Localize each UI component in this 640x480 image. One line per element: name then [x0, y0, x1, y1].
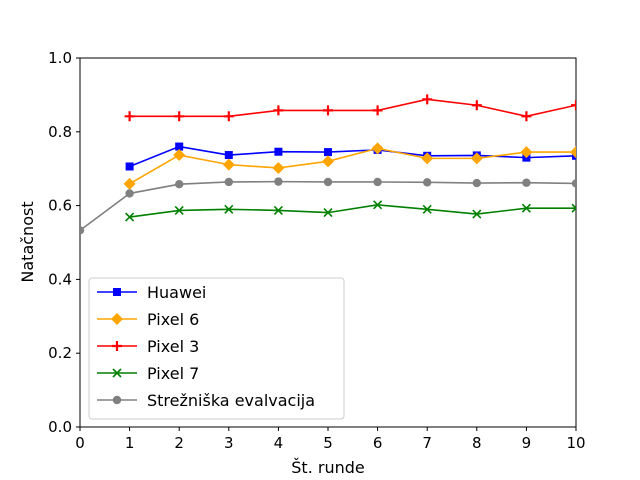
- legend-item: Pixel 6: [97, 310, 199, 329]
- data-point-stre-ni-ka-evalvacija: [125, 189, 134, 198]
- data-point-pixel-7: [422, 204, 432, 214]
- data-point-pixel-6: [520, 146, 533, 159]
- data-point-pixel-3: [323, 105, 333, 116]
- data-point-stre-ni-ka-evalvacija: [522, 178, 531, 187]
- x-tick-label: 7: [422, 434, 432, 452]
- data-point-pixel-6: [272, 161, 285, 174]
- x-tick-label: 6: [373, 434, 383, 452]
- series-line-pixel-6: [129, 147, 576, 185]
- data-point-stre-ni-ka-evalvacija: [224, 177, 233, 187]
- data-point-pixel-6: [421, 152, 434, 165]
- data-point-pixel-3: [372, 105, 383, 116]
- y-tick-label: 1.0: [48, 49, 72, 67]
- series-line-stre-ni-ka-evalvacija: [80, 180, 576, 231]
- legend-item: Strežniška evalvacija: [97, 391, 315, 410]
- data-point-pixel-3: [273, 105, 284, 116]
- data-point-pixel-7: [174, 205, 184, 215]
- legend-item: Pixel 3: [97, 337, 199, 356]
- legend-item: Huawei: [97, 283, 206, 302]
- data-point-stre-ni-ka-evalvacija: [80, 226, 85, 235]
- legend-box: [88, 277, 345, 420]
- data-point-pixel-6: [371, 142, 384, 155]
- data-point-pixel-7: [224, 204, 234, 214]
- x-tick-label: 10: [566, 434, 585, 452]
- series-markers: [80, 94, 576, 235]
- data-point-huawei: [274, 147, 283, 156]
- legend-swatch-marker: [112, 341, 122, 351]
- y-tick-label: 0.8: [48, 123, 72, 141]
- legend-label: Huawei: [147, 283, 206, 302]
- data-point-pixel-7: [521, 203, 531, 213]
- legend-label: Pixel 3: [147, 337, 199, 356]
- y-tick-label: 0.4: [48, 270, 72, 288]
- legend-swatch-marker: [113, 288, 121, 296]
- data-point-pixel-6: [123, 177, 136, 190]
- x-tick-label: 1: [125, 434, 135, 452]
- series-line-pixel-3: [129, 98, 576, 118]
- legend-swatch-marker: [111, 313, 123, 325]
- series-line-pixel-7: [129, 204, 576, 218]
- data-point-huawei: [324, 148, 332, 157]
- legend-label: Pixel 6: [147, 310, 199, 329]
- legend-label: Pixel 7: [147, 364, 199, 383]
- data-point-pixel-7: [373, 200, 383, 210]
- x-axis: 0 1 2 3 4 5 6 7 8 9 10: [75, 427, 586, 452]
- data-point-pixel-6: [322, 155, 334, 168]
- data-point-pixel-6: [570, 146, 576, 159]
- data-point-stre-ni-ka-evalvacija: [175, 179, 184, 189]
- series-line-huawei: [129, 145, 576, 168]
- data-point-pixel-3: [422, 94, 433, 105]
- data-point-stre-ni-ka-evalvacija: [423, 178, 432, 187]
- y-axis: 0.0 0.2 0.4 0.6 0.8 1.0: [48, 49, 80, 436]
- y-tick-label: 0.0: [48, 418, 72, 436]
- data-point-stre-ni-ka-evalvacija: [274, 177, 283, 186]
- data-point-huawei: [224, 151, 233, 160]
- x-tick-label: 0: [75, 434, 85, 452]
- data-point-pixel-7: [472, 209, 482, 219]
- x-tick-label: 4: [274, 434, 284, 452]
- data-point-pixel-3: [174, 111, 185, 122]
- x-tick-label: 5: [323, 434, 333, 452]
- x-axis-label: Št. runde: [291, 458, 364, 477]
- x-tick-label: 3: [224, 434, 234, 452]
- data-point-pixel-7: [323, 208, 333, 218]
- legend-swatch-marker: [112, 395, 122, 405]
- data-point-stre-ni-ka-evalvacija: [373, 177, 382, 187]
- y-axis-label: Natačnost: [18, 201, 37, 282]
- data-point-stre-ni-ka-evalvacija: [472, 178, 481, 188]
- data-point-huawei: [175, 142, 184, 151]
- legend-label: Strežniška evalvacija: [147, 391, 315, 410]
- series-lines: [80, 98, 576, 231]
- data-point-pixel-6: [222, 158, 235, 171]
- data-point-pixel-6: [173, 149, 186, 162]
- data-point-pixel-3: [223, 111, 234, 122]
- data-point-stre-ni-ka-evalvacija: [323, 177, 333, 187]
- data-point-pixel-7: [125, 212, 135, 222]
- data-point-pixel-3: [521, 111, 532, 122]
- legend-item: Pixel 7: [97, 364, 199, 383]
- data-point-pixel-3: [471, 100, 482, 111]
- x-tick-label: 8: [472, 434, 482, 452]
- x-tick-label: 2: [174, 434, 184, 452]
- y-tick-label: 0.2: [48, 344, 72, 362]
- data-point-pixel-7: [571, 203, 576, 213]
- legend-swatch-marker: [112, 368, 122, 378]
- data-point-huawei: [125, 162, 134, 171]
- legend: Huawei Pixel 6 Pixel 3 Pixel 7 Strežniška ev…: [88, 277, 345, 420]
- data-point-stre-ni-ka-evalvacija: [571, 179, 576, 188]
- y-tick-label: 0.6: [48, 197, 72, 215]
- data-point-pixel-7: [273, 205, 283, 215]
- x-tick-label: 9: [522, 434, 532, 452]
- data-point-pixel-6: [470, 152, 483, 165]
- data-point-pixel-3: [571, 100, 576, 111]
- data-point-pixel-3: [124, 111, 135, 122]
